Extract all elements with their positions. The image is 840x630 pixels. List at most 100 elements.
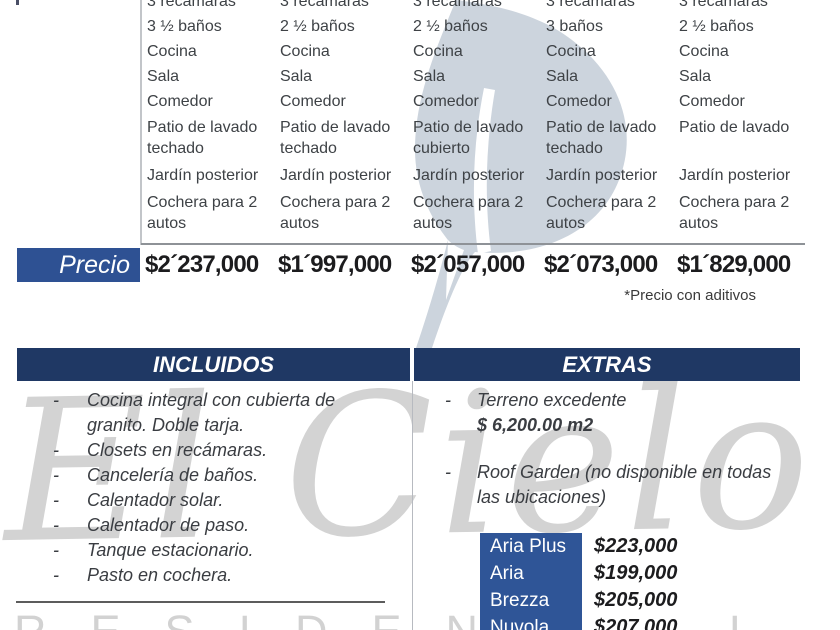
- price-value: $2´237,000: [145, 251, 259, 278]
- feature-item: Sala: [413, 68, 446, 85]
- bullet-dash: -: [445, 390, 451, 410]
- model-name-cell: Aria: [480, 560, 582, 587]
- feature-item: 3 recámaras: [679, 0, 768, 10]
- incluidos-list-item: - Closets en recámaras.: [17, 438, 409, 463]
- feature-item: Jardín posterior: [413, 167, 525, 184]
- bullet-dash: -: [53, 565, 59, 585]
- price-row: $2´237,000 $1´997,000 $2´057,000 $2´073,…: [141, 247, 806, 283]
- feature-item: Cocina: [147, 43, 197, 60]
- feature-item: Cocina: [679, 43, 729, 60]
- precio-label-cell: Precio: [17, 248, 140, 282]
- feature-item: Jardín posterior: [280, 167, 392, 184]
- feature-item: Comedor: [546, 93, 612, 110]
- table-border-remnant: [16, 0, 19, 5]
- price-value: $1´829,000: [677, 251, 791, 278]
- feature-item: Cocina: [280, 43, 330, 60]
- incluidos-item-text: Cocina integral con cubierta de granito.…: [87, 390, 336, 435]
- feature-item: Cocina: [546, 43, 596, 60]
- terreno-item: - Terreno excedente $ 6,200.00 m2: [445, 388, 795, 438]
- incluidos-list-item: - Tanque estacionario.: [17, 538, 409, 563]
- incluidos-list-item: - Calentador de paso.: [17, 513, 409, 538]
- incluidos-bottom-line: [16, 601, 385, 603]
- feature-item: Sala: [280, 68, 313, 85]
- feature-column-1: 3 recámaras 3 ½ baños Cocina Sala Comedor Pat…: [141, 0, 274, 240]
- extras-list: - Terreno excedente $ 6,200.00 m2 - Roof…: [445, 388, 795, 510]
- price-row-top-border: [141, 243, 805, 245]
- incluidos-list-item: - Pasto en cochera.: [17, 563, 409, 588]
- incluidos-list-item: - Cocina integral con cubierta de granit…: [17, 388, 409, 438]
- feature-column-2: 3 recámaras 2 ½ baños Cocina Sala Comedor Pat…: [274, 0, 407, 240]
- feature-item: Cochera para 2 autos: [147, 194, 258, 232]
- roof-garden-item: - Roof Garden (no disponible en todas la…: [445, 460, 795, 510]
- column-divider-line: [412, 381, 413, 630]
- feature-item: 2 ½ baños: [280, 18, 355, 35]
- feature-item: Cochera para 2 autos: [413, 194, 524, 232]
- el-cielo-drop-logo-watermark: [414, 0, 627, 348]
- model-row: Aria $199,000: [480, 560, 690, 587]
- feature-item: Comedor: [679, 93, 745, 110]
- feature-item: 3 recámaras: [413, 0, 502, 10]
- feature-item: Cochera para 2 autos: [280, 194, 391, 232]
- feature-item: 3 recámaras: [280, 0, 369, 10]
- feature-item: Comedor: [413, 93, 479, 110]
- feature-item: Jardín posterior: [546, 167, 658, 184]
- incluidos-item-text: Tanque estacionario.: [87, 540, 254, 560]
- feature-column-3: 3 recámaras 2 ½ baños Cocina Sala Comedor Pat…: [407, 0, 540, 240]
- models-price-table: Aria Plus $223,000 Aria $199,000 Brezza …: [480, 533, 690, 630]
- feature-item: 2 ½ baños: [413, 18, 488, 35]
- feature-item: 3 recámaras: [546, 0, 635, 10]
- incluidos-item-text: Cancelería de baños.: [87, 465, 259, 485]
- feature-item: Comedor: [280, 93, 346, 110]
- feature-item: Cochera para 2 autos: [546, 194, 657, 232]
- bullet-dash: -: [53, 540, 59, 560]
- feature-item: Jardín posterior: [679, 167, 791, 184]
- price-value: $2´073,000: [544, 251, 658, 278]
- feature-item: Cocina: [413, 43, 463, 60]
- bullet-dash: -: [53, 515, 59, 535]
- model-name-cell: Aria Plus: [480, 533, 582, 560]
- feature-item: Cochera para 2 autos: [679, 194, 790, 232]
- feature-item: Jardín posterior: [147, 167, 259, 184]
- feature-item: Patio de lavado: [679, 119, 790, 136]
- incluidos-item-text: Pasto en cochera.: [87, 565, 233, 585]
- incluidos-item-text: Closets en recámaras.: [87, 440, 268, 460]
- bullet-dash: -: [53, 440, 59, 460]
- model-row: Brezza $205,000: [480, 587, 690, 614]
- model-name-cell: Nuvola: [480, 614, 582, 630]
- feature-item: 3 baños: [546, 18, 603, 35]
- feature-item: 3 ½ baños: [147, 18, 222, 35]
- feature-item: Sala: [546, 68, 579, 85]
- feature-column-4: 3 recámaras 3 baños Cocina Sala Comedor Patio…: [540, 0, 673, 240]
- model-price-cell: $205,000: [582, 587, 690, 614]
- feature-item: Patio de lavado techado: [280, 119, 391, 157]
- terreno-value: $ 6,200.00 m2: [477, 415, 594, 435]
- feature-column-5: 3 recámaras 2 ½ baños Cocina Sala Comedor Pat…: [673, 0, 806, 240]
- model-price-cell: $223,000: [582, 533, 690, 560]
- incluidos-list: - Cocina integral con cubierta de granit…: [17, 388, 409, 588]
- bullet-dash: -: [53, 465, 59, 485]
- bottom-table-header: INCLUIDOS EXTRAS: [17, 348, 800, 381]
- incluidos-item-text: Calentador de paso.: [87, 515, 250, 535]
- feature-item: Sala: [147, 68, 180, 85]
- incluidos-header: INCLUIDOS: [17, 348, 410, 381]
- feature-item: Patio de lavado cubierto: [413, 119, 524, 157]
- roof-garden-text: Roof Garden (no disponible en todas las …: [477, 462, 772, 507]
- model-price-cell: $207,000: [582, 614, 690, 630]
- terreno-title: Terreno excedente: [477, 390, 627, 410]
- bullet-dash: -: [53, 490, 59, 510]
- model-price-cell: $199,000: [582, 560, 690, 587]
- bullet-dash: -: [445, 462, 451, 482]
- incluidos-list-item: - Calentador solar.: [17, 488, 409, 513]
- model-row: Aria Plus $223,000: [480, 533, 690, 560]
- bullet-dash: -: [53, 390, 59, 410]
- feature-table: 3 recámaras 3 ½ baños Cocina Sala Comedor Pat…: [141, 0, 806, 240]
- incluidos-list-item: - Cancelería de baños.: [17, 463, 409, 488]
- feature-item: Patio de lavado techado: [546, 119, 657, 157]
- extras-header: EXTRAS: [414, 348, 800, 381]
- incluidos-item-text: Calentador solar.: [87, 490, 224, 510]
- feature-item: Comedor: [147, 93, 213, 110]
- feature-item: 2 ½ baños: [679, 18, 754, 35]
- price-value: $1´997,000: [278, 251, 392, 278]
- price-value: $2´057,000: [411, 251, 525, 278]
